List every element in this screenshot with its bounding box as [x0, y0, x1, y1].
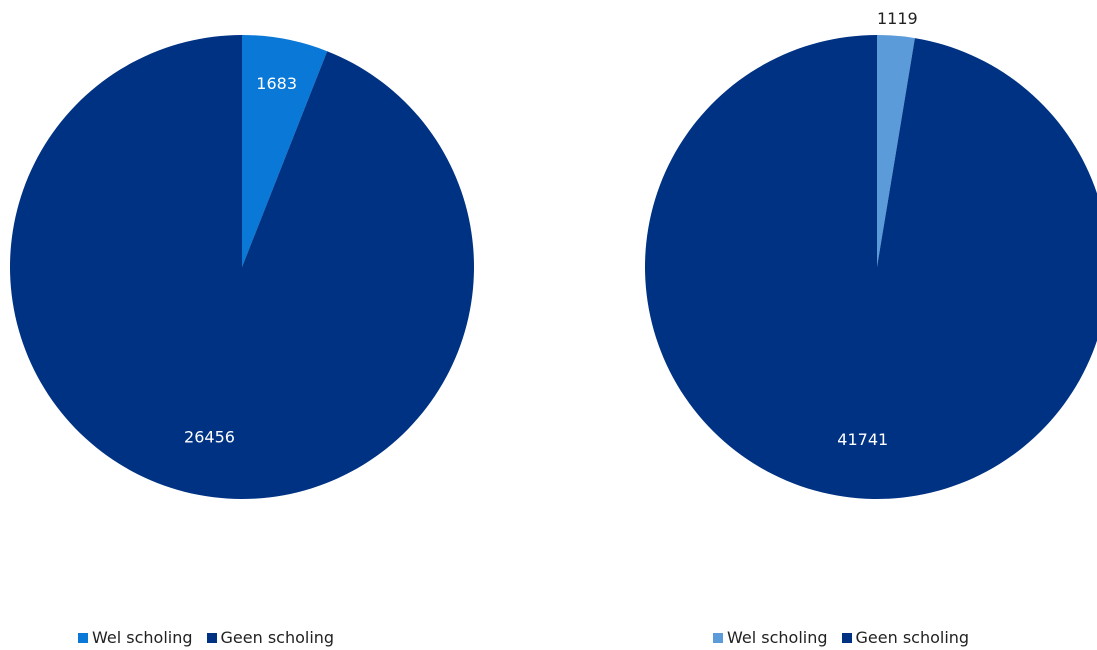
data-label: 1119	[877, 9, 918, 28]
pie-slice-wel-scholing	[877, 35, 915, 267]
legend-label: Wel scholing	[92, 628, 193, 647]
legend-swatch	[841, 632, 852, 643]
legend-swatch	[713, 632, 723, 643]
pie-chart-left: 1683 26456	[9, 35, 475, 500]
legend-swatch	[78, 632, 88, 643]
legend-item-geen-scholing: Geen scholing	[841, 628, 970, 647]
data-label: 1683	[256, 74, 297, 93]
pie-slice-wel-scholing	[242, 35, 328, 267]
legend-item-wel-scholing: Wel scholing	[78, 628, 193, 647]
pie-slice-geen-scholing	[645, 35, 1097, 499]
legend-item-wel-scholing: Wel scholing	[713, 628, 828, 647]
legend-label: Wel scholing	[727, 628, 828, 647]
legend-right: Wel scholing Geen scholing	[713, 628, 983, 647]
pie-slice-geen-scholing	[9, 35, 475, 500]
legend-left: Wel scholing Geen scholing	[78, 628, 348, 647]
pie-chart-right: 1119 41741	[645, 9, 1097, 499]
legend-swatch	[206, 632, 217, 643]
data-label: 26456	[184, 427, 235, 446]
legend-item-geen-scholing: Geen scholing	[206, 628, 335, 647]
legend-label: Geen scholing	[855, 628, 970, 647]
data-label: 41741	[837, 430, 888, 449]
legend-label: Geen scholing	[220, 628, 335, 647]
